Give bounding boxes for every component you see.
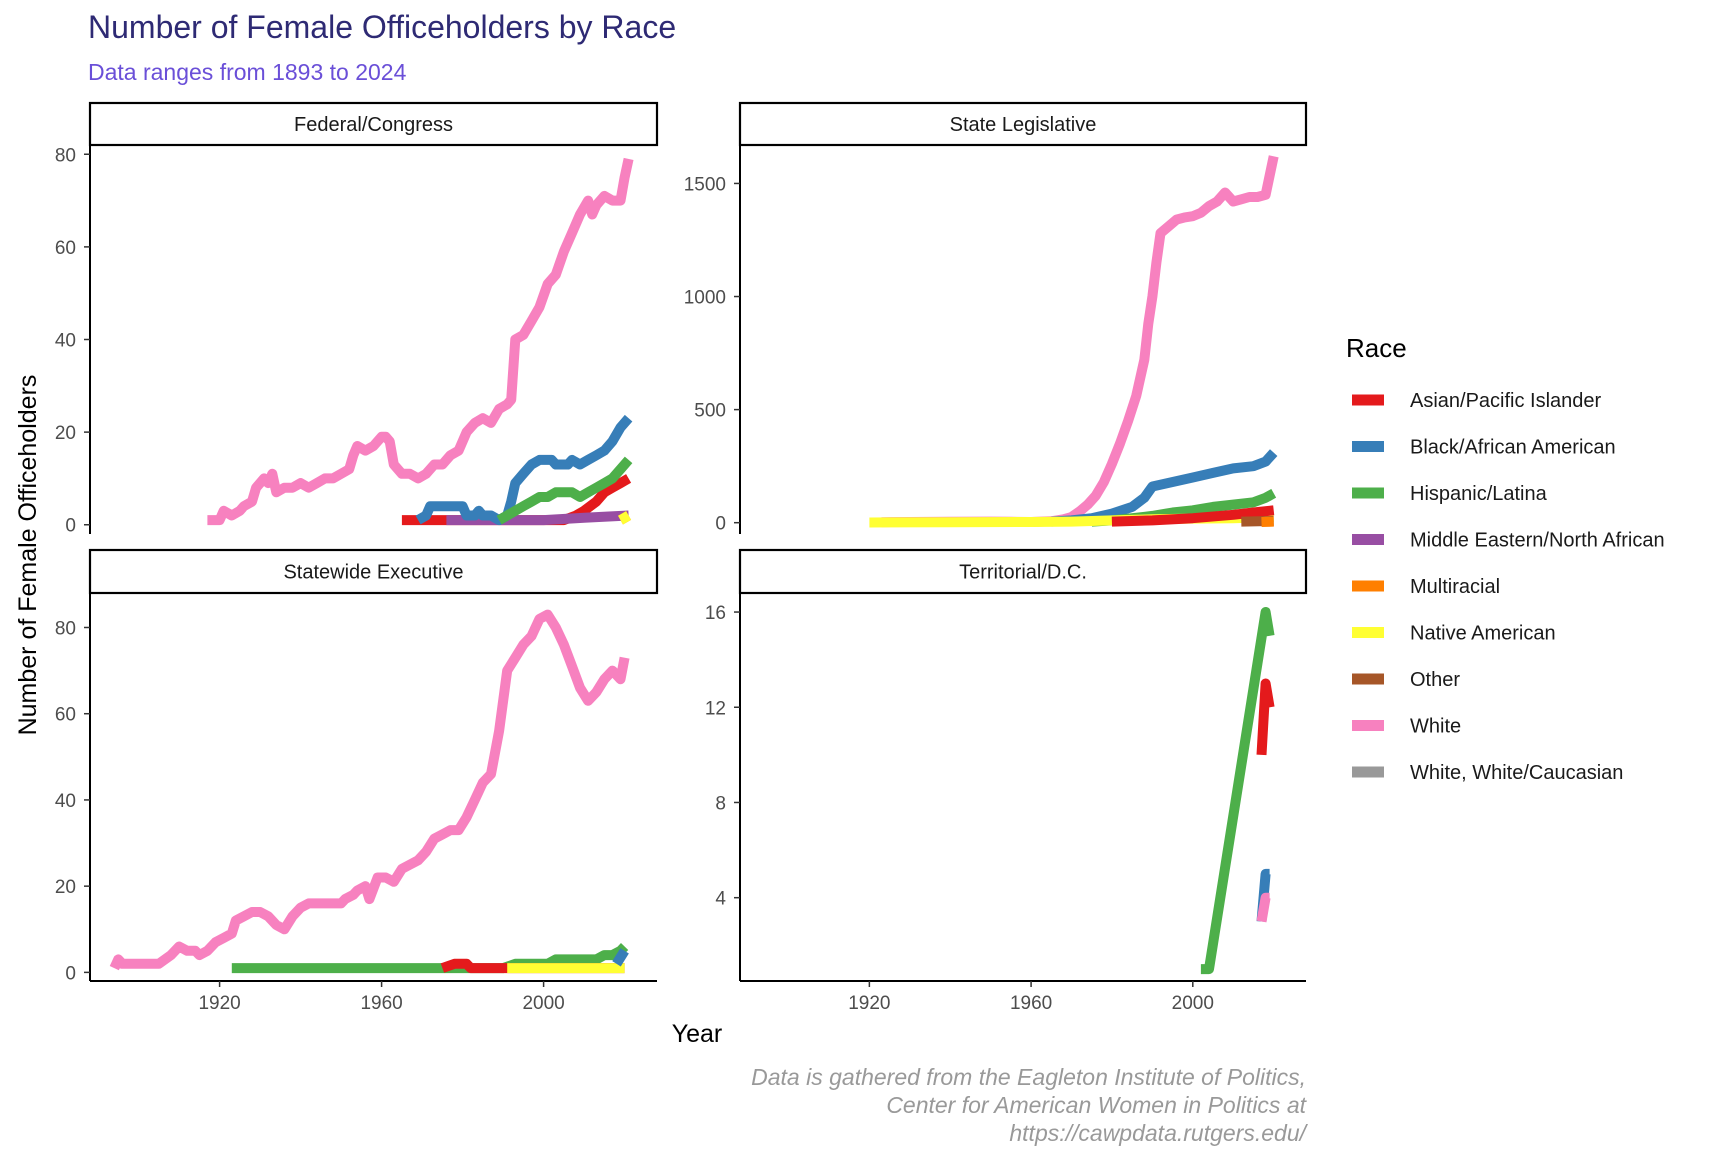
- facet-strip-label: Statewide Executive: [283, 562, 463, 584]
- legend: Race Asian/Pacific Islander Black/African …: [1346, 333, 1665, 784]
- y-tick-label: 4: [715, 889, 726, 910]
- y-tick-label: 20: [55, 423, 76, 444]
- facet-strip: [738, 101, 1308, 147]
- x-tick-label: 1960: [360, 993, 402, 1014]
- series-line-asian-pacific-islander: [1256, 678, 1275, 756]
- facet-strip-label: State Legislative: [950, 114, 1097, 136]
- series-line-black-african-american: [612, 948, 629, 967]
- y-tick-label: 20: [55, 877, 76, 898]
- panel-federal-congress: Federal/Congress 0 20 40 60 80: [55, 101, 659, 537]
- facet-strip-label: Federal/Congress: [294, 114, 453, 136]
- y-axis-title: Number of Female Officeholders: [14, 375, 42, 736]
- legend-label-asian-pacific-islander: Asian/Pacific Islander: [1410, 390, 1602, 412]
- legend-label-middle-eastern-north-african: Middle Eastern/North African: [1410, 530, 1665, 552]
- x-tick-label: 1960: [1010, 993, 1052, 1014]
- panel-statewide-executive: Statewide Executive 0 20 40 60 80 1920 1960 2000: [55, 548, 659, 1014]
- legend-title: Race: [1346, 333, 1407, 363]
- series-line-black-african-american: [415, 414, 633, 526]
- legend-label-other: Other: [1410, 669, 1460, 691]
- series-line-white: [1256, 892, 1271, 923]
- legend-label-white-white-caucasian: White, White/Caucasian: [1410, 762, 1623, 784]
- y-tick-label: 1000: [684, 288, 726, 309]
- y-tick-label: 0: [65, 963, 76, 984]
- y-tick-label: 8: [715, 793, 726, 814]
- series-line-native-american: [618, 511, 632, 525]
- y-tick-label: 16: [705, 603, 726, 624]
- y-tick-label: 12: [705, 698, 726, 719]
- series-line-white: [881, 155, 1279, 528]
- caption-line: Data is gathered from the Eagleton Insti…: [751, 1064, 1306, 1090]
- facet-strip: [88, 548, 659, 595]
- x-tick-label: 2000: [1172, 993, 1214, 1014]
- y-tick-label: 0: [65, 516, 76, 537]
- y-tick-label: 40: [55, 791, 76, 812]
- legend-label-white: White: [1410, 716, 1461, 738]
- x-tick-label: 2000: [522, 993, 564, 1014]
- series-line-hispanic-latina: [1200, 607, 1275, 975]
- series-line-hispanic-latina: [496, 456, 633, 525]
- chart-title: Number of Female Officeholders by Race: [88, 9, 676, 45]
- series-line-white: [207, 157, 634, 526]
- panel-territorial-d-c: Territorial/D.C. 4 8 12 16 1920 1960 2000: [705, 548, 1308, 1014]
- x-tick-label: 1920: [848, 993, 890, 1014]
- caption: Data is gathered from the Eagleton Insti…: [751, 1064, 1308, 1146]
- panel-state-legislative: State Legislative 0 500 1000 1500: [684, 101, 1308, 535]
- y-tick-label: 80: [55, 145, 76, 166]
- series-line-asian-pacific-islander: [1111, 505, 1275, 527]
- legend-label-hispanic-latina: Hispanic/Latina: [1410, 483, 1548, 505]
- legend-label-native-american: Native American: [1410, 623, 1556, 645]
- y-tick-label: 1500: [684, 174, 726, 195]
- y-tick-label: 60: [55, 705, 76, 726]
- legend-label-multiracial: Multiracial: [1410, 576, 1500, 598]
- facet-strip: [88, 101, 659, 147]
- caption-line: Center for American Women in Politics at: [886, 1092, 1307, 1118]
- y-tick-label: 40: [55, 331, 76, 352]
- chart-subtitle: Data ranges from 1893 to 2024: [88, 59, 407, 85]
- series-line-white: [109, 609, 630, 971]
- facet-strip: [738, 548, 1308, 595]
- y-tick-label: 60: [55, 238, 76, 259]
- x-axis-title: Year: [672, 1020, 723, 1048]
- y-tick-label: 500: [694, 401, 726, 422]
- y-tick-label: 80: [55, 618, 76, 639]
- caption-line: https://cawpdata.rutgers.edu/: [1009, 1120, 1308, 1146]
- legend-label-black-african-american: Black/African American: [1410, 437, 1616, 459]
- facet-strip-label: Territorial/D.C.: [959, 562, 1087, 584]
- y-tick-label: 0: [715, 514, 726, 535]
- x-tick-label: 1920: [198, 993, 240, 1014]
